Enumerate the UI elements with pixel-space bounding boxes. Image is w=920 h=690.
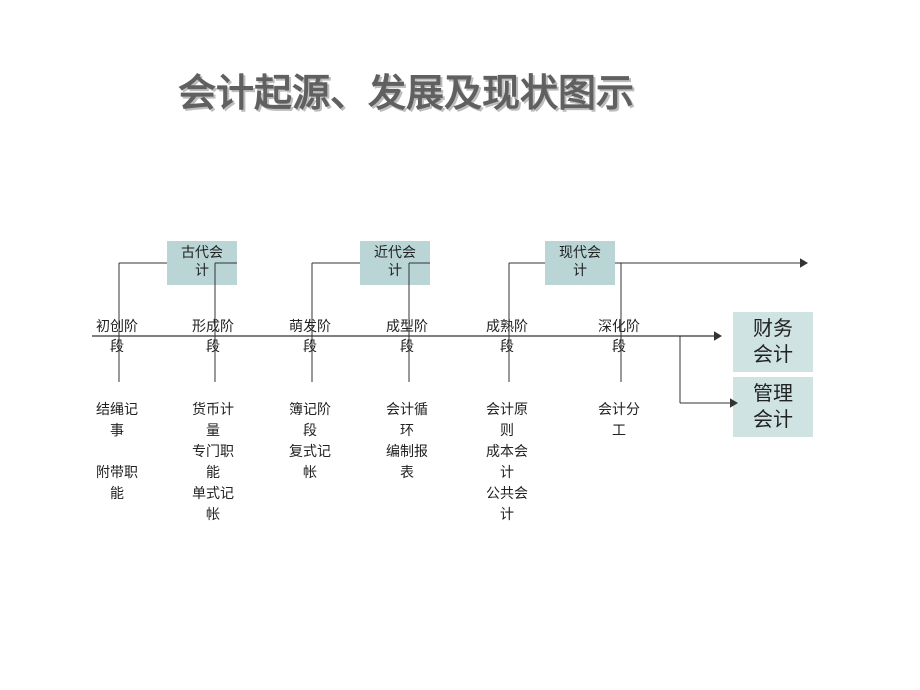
desc-6: 会计分工 bbox=[598, 400, 640, 442]
desc-1: 结绳记事 附带职能 bbox=[96, 400, 138, 505]
title-main: 会计起源、发展及现状图示 bbox=[178, 62, 634, 117]
era-modern: 近代会计 bbox=[360, 241, 430, 285]
stage-3: 萌发阶段 bbox=[289, 318, 331, 357]
era-ancient: 古代会计 bbox=[167, 241, 237, 285]
desc-4: 会计循环编制报表 bbox=[386, 400, 428, 484]
desc-5: 会计原则成本会计公共会计 bbox=[486, 400, 528, 526]
outcome-management: 管理会计 bbox=[733, 377, 813, 437]
stage-2: 形成阶段 bbox=[192, 318, 234, 357]
stage-6: 深化阶段 bbox=[598, 318, 640, 357]
era-current: 现代会计 bbox=[545, 241, 615, 285]
stage-5: 成熟阶段 bbox=[486, 318, 528, 357]
stage-1: 初创阶段 bbox=[96, 318, 138, 357]
outcome-financial: 财务会计 bbox=[733, 312, 813, 372]
stage-4: 成型阶段 bbox=[386, 318, 428, 357]
desc-2: 货币计量专门职能单式记帐 bbox=[192, 400, 234, 526]
desc-3: 簿记阶段复式记帐 bbox=[289, 400, 331, 484]
